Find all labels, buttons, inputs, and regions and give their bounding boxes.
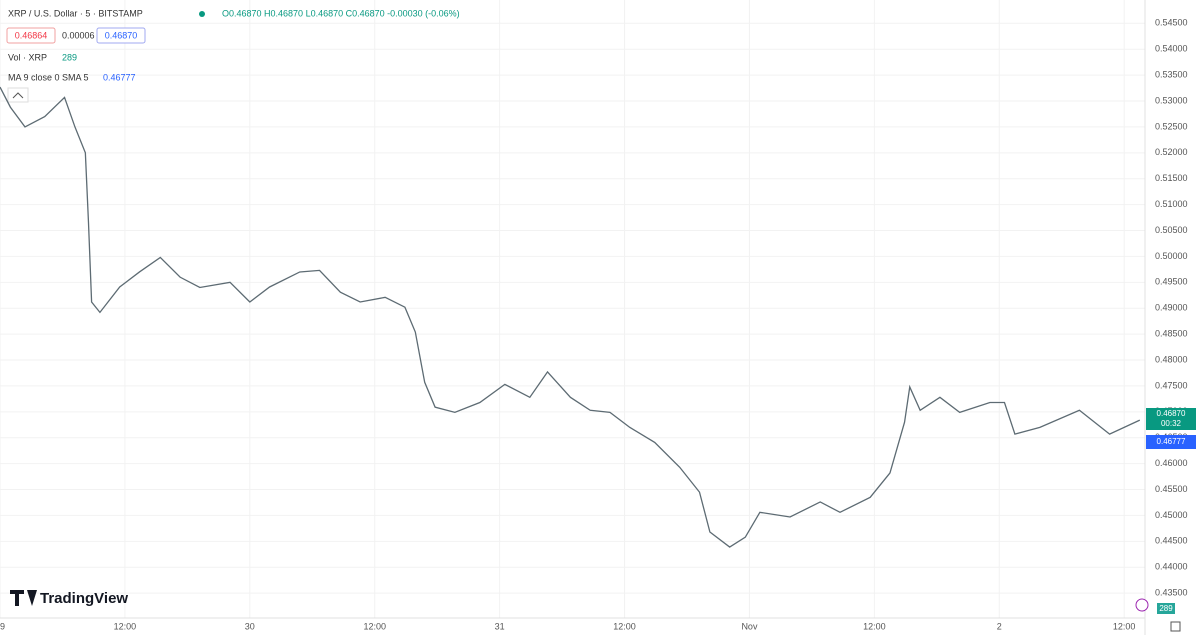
y-tick-label: 0.53500 [1155,69,1188,79]
volume-tag-text: 289 [1159,604,1173,613]
y-tick-label: 0.51000 [1155,199,1188,209]
x-tick-label: 12:00 [1113,621,1136,631]
y-tick-label: 0.44000 [1155,562,1188,572]
x-tick-label: 30 [245,621,255,631]
symbol: XRP / U.S. Dollar · 5 · BITSTAMP [8,8,143,18]
ohlc: O0.46870 H0.46870 L0.46870 C0.46870 -0.0… [222,8,460,18]
volume-tag [1157,603,1175,614]
plot [0,86,1141,548]
bid-box [6,27,56,44]
events-button[interactable] [1135,598,1149,612]
y-tick-label: 0.44500 [1155,536,1188,546]
vol-value: 289 [62,52,77,62]
y-tick-label: 0.52500 [1155,121,1188,131]
last-price: 0.46870 [1157,409,1186,418]
ma-label: MA 9 close 0 SMA 5 [8,72,89,82]
y-tick-label: 0.54500 [1155,18,1188,28]
y-tick-label: 0.50500 [1155,225,1188,235]
price-line [0,86,1141,548]
logo: TradingView [40,590,128,607]
y-tick-label: 0.47500 [1155,380,1188,390]
y-tick-label: 0.48500 [1155,328,1188,338]
bid: 0.46864 [15,30,48,40]
x-tick-label: 12:00 [363,621,386,631]
y-tick-label: 0.49500 [1155,277,1188,287]
y-tick-label: 0.52000 [1155,147,1188,157]
x-tick-label: 12:00 [863,621,886,631]
status-dot [199,11,205,17]
ma-price-tag [1146,435,1196,449]
y-tick-label: 0.53000 [1155,95,1188,105]
x-tick-label: Nov [741,621,758,631]
y-tick-label: 0.46000 [1155,458,1188,468]
y-tick-label: 0.45000 [1155,510,1188,520]
x-tick-label: 2 [997,621,1002,631]
ask-box [96,27,146,44]
x-tick-label: 12:00 [114,621,137,631]
settings-button[interactable] [1170,621,1181,632]
y-tick-label: 0.48000 [1155,354,1188,364]
y-tick-label: 0.51500 [1155,173,1188,183]
y-tick-label: 0.49000 [1155,303,1188,313]
vol-label: Vol · XRP [8,52,47,62]
collapse-icon [12,92,24,99]
x-tick-label: 29 [0,621,5,631]
y-tick-label: 0.45500 [1155,484,1188,494]
last-price-tag [1146,408,1196,430]
ask: 0.46870 [105,30,138,40]
logo-icon [10,590,37,606]
x-tick-label: 31 [495,621,505,631]
grid: 0.43500 0.44000 0.44500 0.45000 0.45500 0.460… [0,0,1188,631]
x-tick-label: 12:00 [613,621,636,631]
collapse-button[interactable] [7,87,29,103]
y-tick-label: 0.50000 [1155,251,1188,261]
y-tick-label: 0.43500 [1155,588,1188,598]
countdown: 00:32 [1161,419,1182,428]
y-tick-label: 0.54000 [1155,44,1188,54]
ma-value: 0.46777 [103,72,136,82]
spread: 0.00006 [62,30,95,40]
ma-price: 0.46777 [1157,437,1186,446]
